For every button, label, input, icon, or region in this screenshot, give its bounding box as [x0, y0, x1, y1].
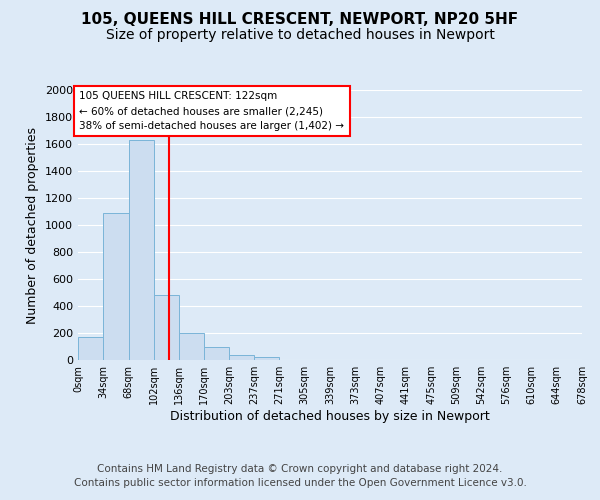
Text: 105, QUEENS HILL CRESCENT, NEWPORT, NP20 5HF: 105, QUEENS HILL CRESCENT, NEWPORT, NP20…	[82, 12, 518, 28]
Bar	[128, 140, 154, 360]
Text: Size of property relative to detached houses in Newport: Size of property relative to detached ho…	[106, 28, 494, 42]
Text: 105 QUEENS HILL CRESCENT: 122sqm
← 60% of detached houses are smaller (2,245)
38: 105 QUEENS HILL CRESCENT: 122sqm ← 60% o…	[79, 92, 344, 131]
Bar	[205, 346, 229, 360]
Bar	[154, 295, 179, 360]
Y-axis label: Number of detached properties: Number of detached properties	[26, 126, 40, 324]
Bar	[78, 337, 103, 360]
Bar	[254, 358, 280, 360]
Bar	[103, 213, 128, 360]
Text: Contains HM Land Registry data © Crown copyright and database right 2024.
Contai: Contains HM Land Registry data © Crown c…	[74, 464, 526, 487]
Bar	[229, 354, 254, 360]
X-axis label: Distribution of detached houses by size in Newport: Distribution of detached houses by size …	[170, 410, 490, 423]
Bar	[179, 333, 205, 360]
